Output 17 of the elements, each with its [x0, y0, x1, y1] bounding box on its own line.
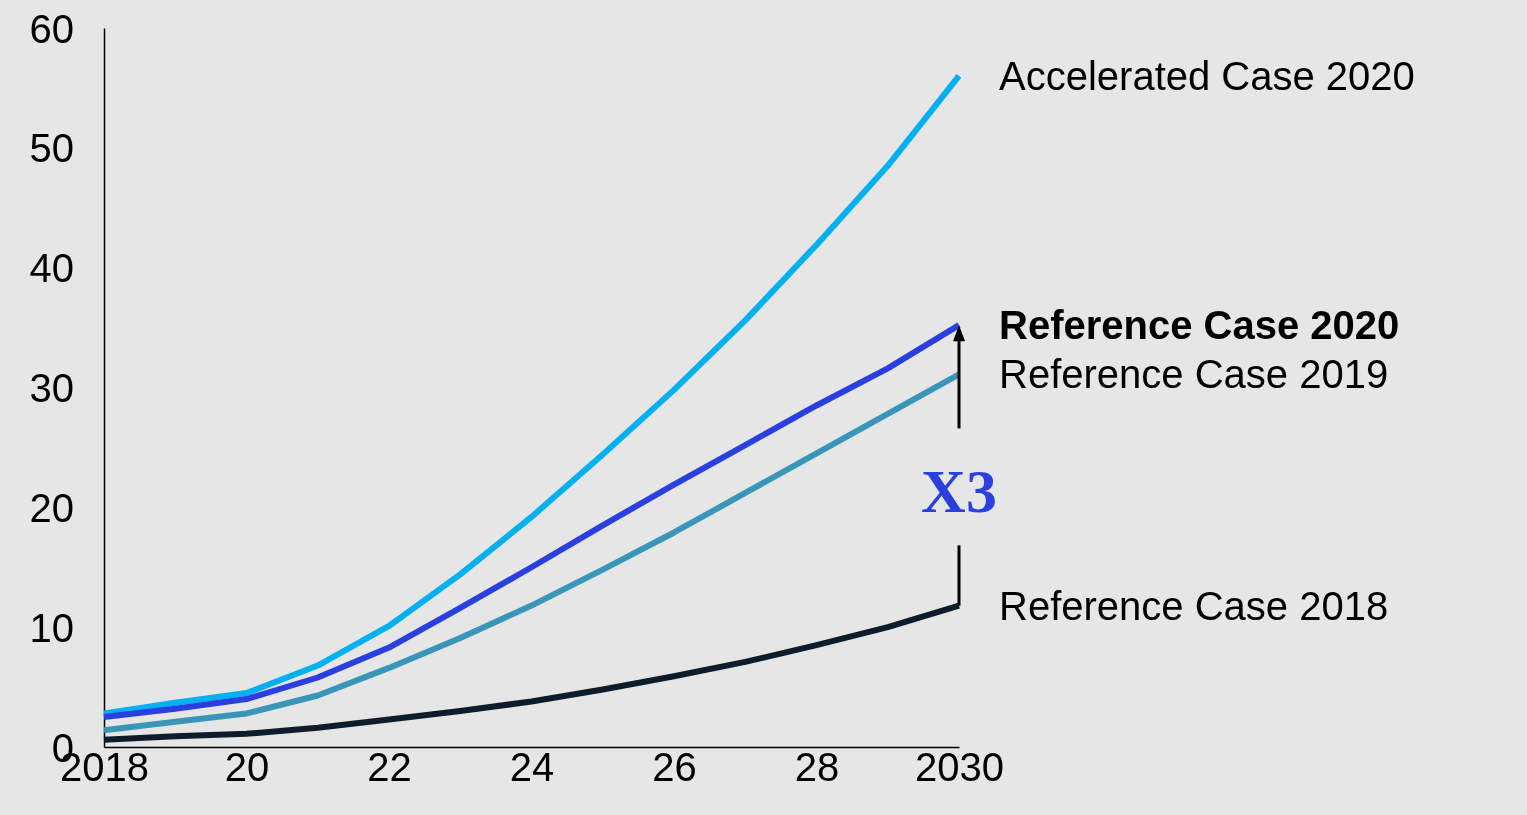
- series-label: Reference Case 2020: [999, 303, 1400, 348]
- y-tick-label: 30: [29, 366, 74, 410]
- annotation: X3: [921, 457, 997, 526]
- x-tick-label: 22: [367, 745, 412, 789]
- y-tick-label: 40: [29, 246, 74, 291]
- x-tick-label: 20: [224, 745, 270, 789]
- series-label: Accelerated Case 2020: [999, 53, 1415, 98]
- x-tick-label: 24: [509, 745, 555, 789]
- y-tick-label: 10: [29, 605, 74, 650]
- series-label: Reference Case 2019: [999, 352, 1389, 397]
- x-tick-label: 26: [652, 745, 697, 789]
- y-tick-label: 20: [29, 485, 74, 530]
- series-label: Reference Case 2018: [999, 583, 1389, 628]
- y-tick-label: 60: [29, 6, 74, 51]
- x-tick-label: 2030: [915, 745, 1004, 789]
- y-tick-label: 50: [29, 126, 74, 171]
- x-tick-label: 28: [794, 745, 840, 789]
